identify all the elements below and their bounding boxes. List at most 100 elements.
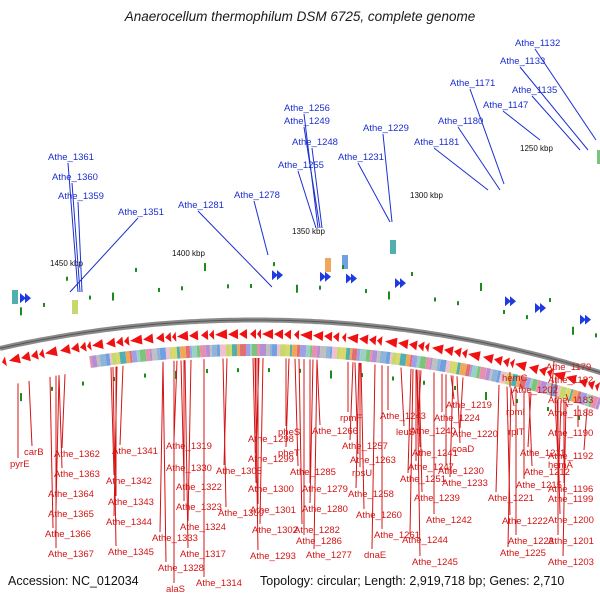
reverse-gene-label[interactable]: Athe_1341	[112, 446, 158, 457]
reverse-gene-label[interactable]: Athe_1263	[350, 455, 396, 466]
forward-gene-label[interactable]: Athe_1180	[438, 116, 483, 127]
reverse-gene-arrow[interactable]	[312, 330, 324, 341]
reverse-gene-arrow[interactable]	[528, 362, 539, 375]
reverse-gene-arrow[interactable]	[293, 329, 300, 340]
reverse-gene-label[interactable]: Athe_1244	[402, 535, 448, 546]
reverse-gene-label[interactable]: Athe_1221	[488, 493, 534, 504]
reverse-gene-arrow[interactable]	[461, 348, 468, 359]
reverse-gene-arrow[interactable]	[299, 330, 313, 341]
forward-gene-label[interactable]: Athe_1181	[414, 137, 459, 148]
reverse-gene-arrow[interactable]	[59, 344, 71, 356]
reverse-gene-label[interactable]: Athe_1363	[54, 469, 100, 480]
reverse-gene-arrow[interactable]	[397, 338, 409, 350]
reverse-gene-label[interactable]: Athe_1300	[248, 484, 294, 495]
reverse-gene-label[interactable]: Athe_1364	[48, 489, 94, 500]
reverse-gene-arrow[interactable]	[44, 346, 58, 358]
forward-gene-label[interactable]: Athe_1248	[292, 137, 338, 148]
forward-gene-label[interactable]: Athe_1249	[284, 116, 330, 127]
reverse-gene-arrow[interactable]	[86, 340, 92, 351]
reverse-gene-label[interactable]: Athe_1365	[48, 509, 94, 520]
reverse-gene-arrow[interactable]	[578, 376, 589, 388]
reverse-gene-label[interactable]: Athe_1343	[108, 497, 154, 508]
reverse-gene-arrow[interactable]	[443, 345, 454, 357]
reverse-gene-label[interactable]: Athe_1279	[302, 484, 348, 495]
reverse-gene-arrow[interactable]	[417, 341, 425, 352]
reverse-gene-label[interactable]: Athe_1242	[426, 515, 472, 526]
reverse-gene-arrow[interactable]	[273, 329, 284, 340]
reverse-gene-label[interactable]: Athe_1211	[520, 448, 565, 459]
reverse-gene-arrow[interactable]	[8, 353, 21, 365]
reverse-gene-label[interactable]: Athe_1286	[296, 536, 342, 547]
reverse-gene-arrow[interactable]	[79, 341, 87, 353]
reverse-gene-arrow[interactable]	[453, 346, 462, 358]
reverse-gene-arrow[interactable]	[514, 359, 527, 372]
reverse-gene-arrow[interactable]	[384, 336, 398, 348]
reverse-gene-arrow[interactable]	[188, 330, 199, 341]
reverse-gene-label[interactable]: Athe_1261	[374, 530, 420, 541]
reverse-gene-label[interactable]: Athe_1251	[400, 474, 446, 485]
reverse-gene-arrow[interactable]	[239, 329, 248, 340]
reverse-gene-label[interactable]: rplT	[508, 427, 525, 438]
reverse-gene-arrow[interactable]	[467, 349, 481, 362]
reverse-gene-arrow[interactable]	[105, 337, 116, 349]
reverse-gene-label[interactable]: Athe_1323	[176, 502, 222, 513]
forward-gene-arrow[interactable]	[580, 314, 591, 325]
forward-gene-label[interactable]: Athe_1171	[450, 78, 495, 89]
reverse-gene-label[interactable]: Athe_1309	[218, 508, 264, 519]
reverse-gene-arrow[interactable]	[324, 331, 333, 342]
reverse-gene-label[interactable]: Athe_1219	[446, 400, 492, 411]
reverse-gene-arrow[interactable]	[431, 343, 444, 355]
reverse-gene-label[interactable]: Athe_1282	[294, 525, 340, 536]
reverse-gene-arrow[interactable]	[30, 349, 39, 361]
reverse-gene-label[interactable]: Athe_1299	[248, 454, 294, 465]
reverse-gene-arrow[interactable]	[227, 329, 239, 340]
reverse-gene-label[interactable]: rpmF	[340, 413, 362, 424]
forward-gene-label[interactable]: Athe_1133	[500, 56, 545, 67]
reverse-gene-label[interactable]: Athe_1302	[252, 525, 298, 536]
reverse-gene-label[interactable]: Athe_1298	[248, 434, 294, 445]
reverse-gene-label[interactable]: Athe_1324	[180, 522, 226, 533]
reverse-gene-arrow[interactable]	[546, 367, 554, 378]
reverse-gene-arrow[interactable]	[250, 328, 257, 339]
reverse-gene-arrow[interactable]	[172, 331, 177, 342]
reverse-gene-arrow[interactable]	[91, 339, 104, 350]
forward-gene-label[interactable]: Athe_1256	[284, 103, 330, 114]
reverse-gene-label[interactable]: Athe_1367	[48, 549, 94, 560]
reverse-gene-label[interactable]: Athe_1342	[106, 476, 152, 487]
reverse-gene-label[interactable]: Athe_1322	[176, 482, 222, 493]
reverse-gene-arrow[interactable]	[142, 333, 154, 345]
reverse-gene-label[interactable]: pheT	[278, 448, 300, 459]
reverse-gene-label[interactable]: Athe_1314	[196, 578, 242, 589]
reverse-gene-arrow[interactable]	[342, 332, 347, 343]
reverse-gene-label[interactable]: Athe_1245	[412, 557, 458, 568]
forward-gene-label[interactable]: Athe_1281	[178, 200, 224, 211]
reverse-gene-label[interactable]: Athe_1293	[250, 551, 296, 562]
reverse-gene-arrow[interactable]	[502, 356, 510, 368]
reverse-gene-arrow[interactable]	[214, 329, 228, 340]
reverse-gene-label[interactable]: dnaE	[364, 550, 386, 561]
forward-gene-label[interactable]: Athe_1231	[338, 152, 384, 163]
reverse-gene-arrow[interactable]	[20, 351, 31, 363]
forward-gene-arrow[interactable]	[395, 278, 406, 289]
reverse-gene-label[interactable]: Athe_1243	[380, 411, 426, 422]
reverse-gene-arrow[interactable]	[38, 348, 45, 360]
reverse-gene-arrow[interactable]	[283, 329, 292, 340]
reverse-gene-label[interactable]: leuS	[396, 427, 415, 438]
reverse-gene-label[interactable]: Athe_1330	[166, 463, 212, 474]
reverse-gene-label[interactable]: Athe_1239	[414, 493, 460, 504]
reverse-gene-arrow[interactable]	[115, 336, 124, 348]
reverse-gene-label[interactable]: Athe_1201	[548, 536, 594, 547]
reverse-gene-label[interactable]: rpsU	[352, 468, 372, 479]
forward-gene-arrow[interactable]	[505, 296, 516, 307]
reverse-gene-label[interactable]: Athe_1241	[412, 448, 458, 459]
reverse-gene-arrow[interactable]	[209, 329, 215, 340]
reverse-gene-label[interactable]: Athe_1190	[548, 428, 593, 439]
reverse-gene-label[interactable]: Athe_1280	[302, 504, 348, 515]
reverse-gene-label[interactable]: Athe_1366	[45, 529, 91, 540]
reverse-gene-label[interactable]: Athe_1212	[524, 467, 570, 478]
reverse-gene-arrow[interactable]	[164, 332, 172, 343]
reverse-gene-arrow[interactable]	[70, 342, 80, 354]
reverse-gene-label[interactable]: Athe_1183	[548, 395, 593, 406]
reverse-gene-label[interactable]: Athe_1188	[548, 408, 593, 419]
